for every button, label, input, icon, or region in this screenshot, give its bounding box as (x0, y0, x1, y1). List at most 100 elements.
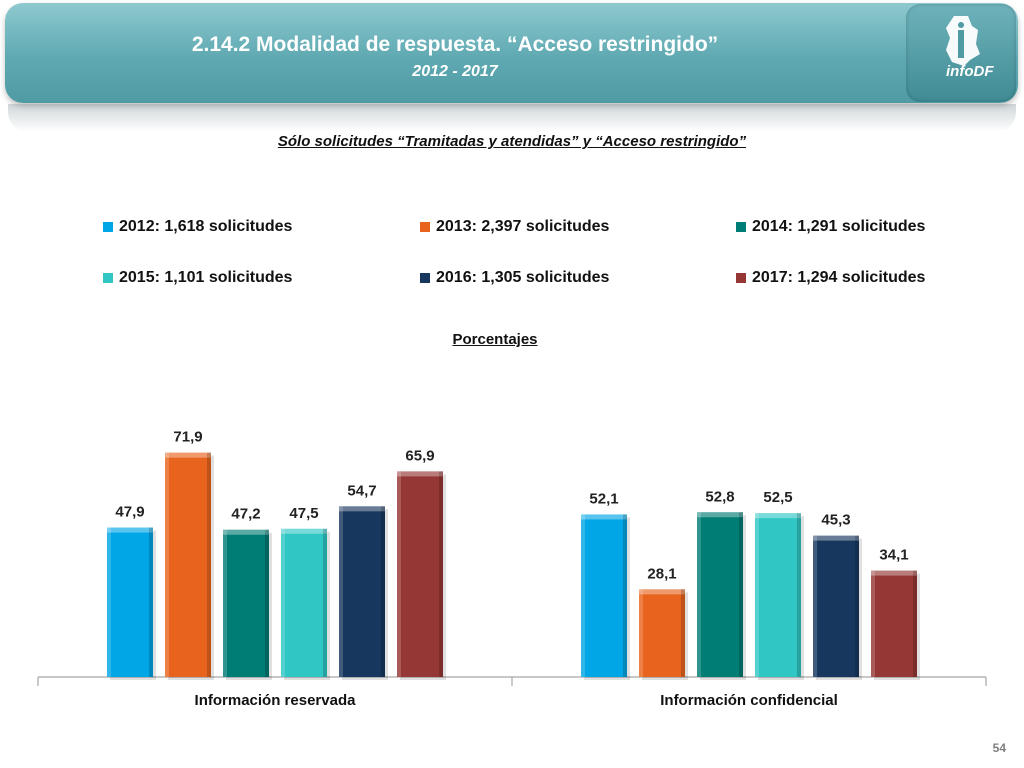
bar-shadow (584, 517, 630, 680)
percentages-label: Porcentajes (452, 331, 538, 348)
bar-highlight (223, 529, 227, 677)
data-label: 52,8 (705, 488, 734, 505)
bar-highlight (813, 535, 817, 677)
category-label: Información confidencial (660, 692, 838, 709)
legend-label: 2014: 1,291 solicitudes (752, 218, 926, 235)
bar-shadow (400, 474, 446, 680)
legend-label: 2017: 1,294 solicitudes (752, 269, 926, 286)
data-label: 71,9 (173, 429, 202, 446)
logo-text: infoDF (946, 63, 994, 80)
category-label: Información reservada (195, 692, 357, 709)
bar-shadow (642, 592, 688, 680)
bar-highlight (639, 589, 685, 595)
data-label: 52,5 (763, 489, 792, 506)
bar-highlight (265, 529, 269, 677)
bar-highlight (755, 513, 759, 677)
bar-shadow (284, 531, 330, 680)
data-label: 54,7 (347, 482, 376, 499)
legend-item: 2016: 1,305 solicitudes (420, 269, 609, 287)
data-label: 47,9 (115, 504, 144, 521)
data-label: 47,2 (231, 506, 260, 523)
bar-shadow (168, 455, 214, 680)
bar-highlight (739, 512, 743, 677)
bar-highlight (913, 570, 917, 677)
legend-swatch (420, 222, 430, 232)
bar-highlight (281, 528, 285, 677)
header-shadow (8, 104, 1016, 132)
bar-highlight (871, 570, 917, 576)
bar (581, 514, 627, 677)
header-banner: 2.14.2 Modalidad de respuesta. “Acceso r… (5, 3, 1018, 103)
legend-swatch (736, 222, 746, 232)
bar-highlight (623, 514, 627, 677)
legend-label: 2013: 2,397 solicitudes (436, 218, 610, 235)
bar-highlight (871, 570, 875, 677)
bar-shadow (226, 532, 272, 680)
bar-highlight (755, 513, 801, 519)
bar-highlight (339, 506, 343, 677)
page-title: 2.14.2 Modalidad de respuesta. “Acceso r… (191, 33, 719, 56)
data-label: 45,3 (821, 512, 850, 529)
bar-highlight (697, 512, 743, 518)
bar (697, 512, 743, 677)
legend-item: 2015: 1,101 solicitudes (103, 269, 292, 287)
bar-highlight (581, 514, 627, 520)
bar (397, 471, 443, 677)
bar-highlight (397, 471, 401, 677)
data-label: 34,1 (879, 547, 908, 564)
legend-swatch (420, 273, 430, 283)
bar (755, 513, 801, 677)
bar-shadow (700, 515, 746, 680)
bar-highlight (207, 452, 211, 677)
bar-highlight (697, 512, 701, 677)
bar-highlight (439, 471, 443, 677)
bar-shadow (758, 516, 804, 680)
data-label: 65,9 (405, 447, 434, 464)
bar (813, 535, 859, 677)
legend-item: 2012: 1,618 solicitudes (103, 218, 292, 236)
bar-highlight (397, 471, 443, 477)
page-subtitle: 2012 - 2017 (412, 63, 498, 80)
bar-highlight (639, 589, 643, 677)
bar-highlight (681, 589, 685, 677)
bar-shadow (342, 509, 388, 680)
bar-highlight (165, 452, 211, 458)
bar-highlight (223, 529, 269, 535)
data-label: 28,1 (647, 565, 676, 582)
legend-item: 2014: 1,291 solicitudes (736, 218, 925, 236)
bar-highlight (323, 528, 327, 677)
logo-emblem-icon (946, 16, 980, 66)
section-title: Sólo solicitudes “Tramitadas y atendidas… (277, 133, 747, 150)
bar (107, 527, 153, 677)
bar-shadow (874, 573, 920, 680)
bar-highlight (165, 452, 169, 677)
data-label: 47,5 (289, 505, 318, 522)
bar (223, 529, 269, 677)
bar-highlight (107, 527, 153, 533)
bar-highlight (149, 527, 153, 677)
bar (281, 528, 327, 677)
legend-label: 2016: 1,305 solicitudes (436, 269, 610, 286)
bar-shadow (816, 538, 862, 680)
bar-highlight (381, 506, 385, 677)
infodf-logo (906, 4, 1016, 102)
legend-item: 2017: 1,294 solicitudes (736, 269, 925, 287)
bar-highlight (281, 528, 327, 534)
bar-highlight (855, 535, 859, 677)
legend-swatch (736, 273, 746, 283)
legend-swatch (103, 222, 113, 232)
bar-highlight (813, 535, 859, 541)
bar (339, 506, 385, 677)
bar (165, 452, 211, 677)
bar-highlight (339, 506, 385, 512)
legend-swatch (103, 273, 113, 283)
legend-label: 2012: 1,618 solicitudes (119, 218, 293, 235)
bar (639, 589, 685, 677)
legend-label: 2015: 1,101 solicitudes (119, 269, 293, 286)
page-number: 54 (992, 741, 1006, 755)
legend-item: 2013: 2,397 solicitudes (420, 218, 609, 236)
data-label: 52,1 (589, 490, 618, 507)
bar-highlight (797, 513, 801, 677)
bar-shadow (110, 530, 156, 680)
bar-highlight (107, 527, 111, 677)
